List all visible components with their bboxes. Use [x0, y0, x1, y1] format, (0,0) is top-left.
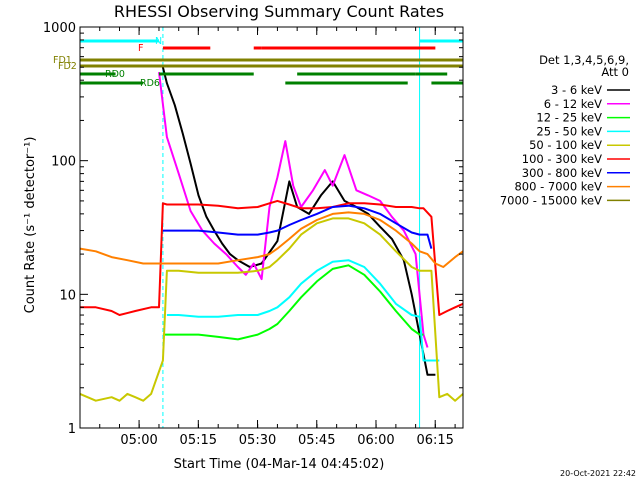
series-line-0	[161, 66, 436, 376]
series-line-7	[79, 211, 464, 268]
legend-label-6: 300 - 800 keV	[522, 166, 602, 180]
y-tick-label-2: 100	[51, 155, 76, 170]
x-axis-label: Start Time (04-Mar-14 04:45:02)	[174, 457, 385, 472]
legend-label-8: 7000 - 15000 keV	[500, 193, 602, 207]
y-tick-label-3: 1000	[43, 21, 76, 36]
legend-label-5: 100 - 300 keV	[522, 152, 602, 166]
plot-area	[79, 27, 464, 428]
legend-header-0: Det 1,3,4,5,6,9,	[539, 53, 629, 67]
x-tick-label-0: 05:00	[120, 433, 157, 448]
flag-label-fd2: FD2	[58, 61, 77, 72]
y-tick-label-0: 1	[68, 422, 76, 437]
legend-header-1: Att 0	[601, 65, 629, 79]
x-tick-label-1: 05:15	[180, 433, 217, 448]
series-line-2	[162, 264, 424, 341]
legend-label-4: 50 - 100 keV	[529, 138, 602, 152]
legend-label-0: 3 - 6 keV	[551, 83, 602, 97]
legend-label-2: 12 - 25 keV	[536, 111, 602, 125]
y-tick-label-1: 10	[59, 288, 76, 303]
flag-label-rd0: RD0	[105, 69, 125, 80]
series-line-4	[79, 217, 464, 402]
legend-label-3: 25 - 50 keV	[536, 124, 602, 138]
series-line-1	[158, 71, 429, 348]
plot-frame	[79, 26, 464, 429]
series-line-3	[166, 259, 440, 362]
y-axis-label: Count Rate (s⁻¹ detector⁻¹)	[23, 137, 38, 314]
x-tick-label-2: 05:30	[239, 433, 276, 448]
flag-label-fd1: FD1	[53, 55, 72, 66]
timestamp: 20-Oct-2021 22:42	[560, 469, 636, 478]
series-line-6	[162, 204, 433, 249]
x-tick-label-5: 06:15	[416, 433, 453, 448]
chart-title: RHESSI Observing Summary Count Rates	[114, 2, 444, 21]
series-line-5	[80, 199, 464, 316]
flag-label-rd6: RD6	[140, 78, 160, 89]
x-tick-label-3: 05:45	[298, 433, 335, 448]
legend-label-7: 800 - 7000 keV	[514, 180, 602, 194]
axes: 1 10 100 1000 05:00 05:15 05:30 05:45 06:00 06:15	[43, 21, 464, 448]
flag-label-f: F	[138, 43, 143, 54]
flag-label-n: N	[155, 36, 162, 47]
legend-label-1: 6 - 12 keV	[544, 97, 602, 111]
x-tick-label-4: 06:00	[357, 433, 394, 448]
